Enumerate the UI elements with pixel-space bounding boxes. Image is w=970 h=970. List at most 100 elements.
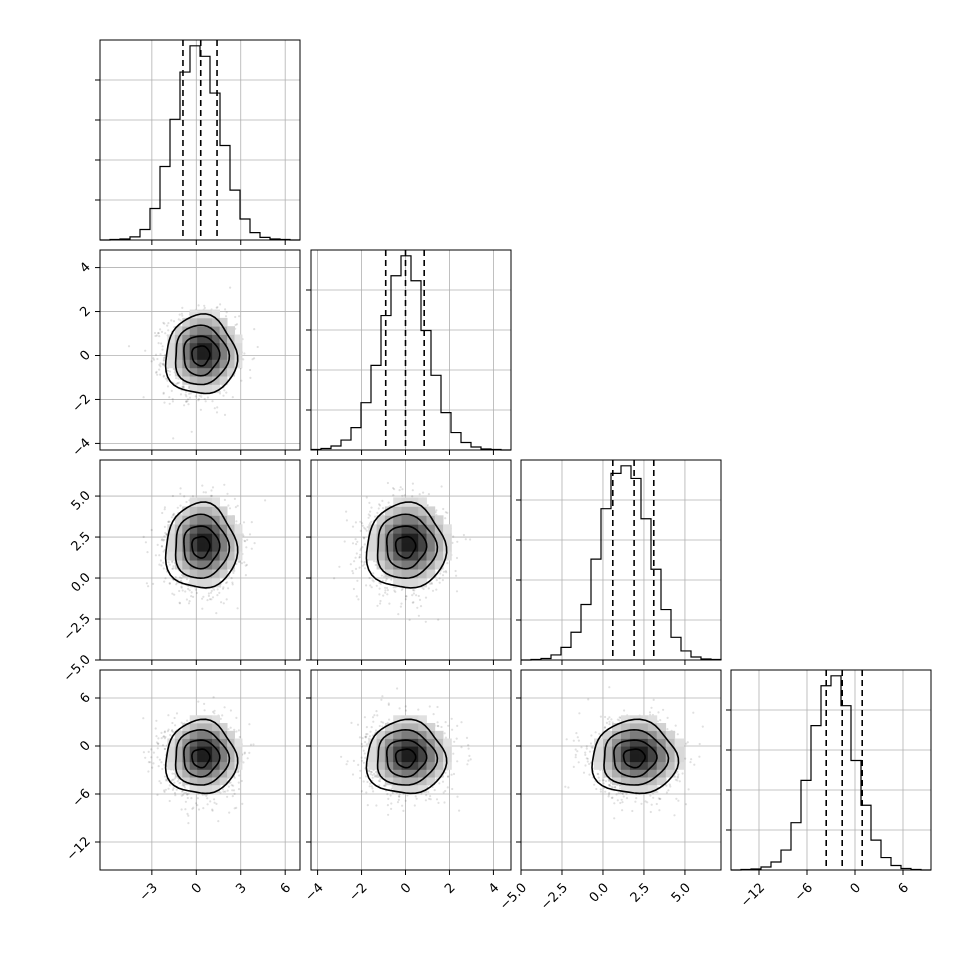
scatter-point — [441, 574, 445, 577]
density-cell — [401, 551, 411, 561]
density-cell — [212, 560, 220, 570]
density-cell — [204, 777, 213, 786]
density-cell — [182, 730, 191, 739]
density-cell — [167, 542, 176, 552]
scatter-point — [364, 756, 367, 759]
scatter-point — [202, 595, 205, 598]
density-cell — [182, 515, 191, 525]
density-cell — [393, 569, 402, 579]
scatter-point — [411, 482, 414, 485]
scatter-point — [157, 742, 160, 745]
scatter-point — [184, 590, 187, 593]
scatter-point — [175, 377, 178, 380]
scatter-point — [386, 793, 389, 796]
density-cell — [401, 578, 411, 588]
scatter-point — [186, 398, 190, 401]
scatter-point — [360, 790, 363, 793]
scatter-point — [444, 570, 447, 573]
scatter-point — [173, 791, 177, 795]
scatter-point — [452, 772, 456, 776]
scatter-point — [248, 533, 252, 536]
scatter-point — [668, 783, 671, 786]
density-cell — [409, 569, 419, 579]
density-cell — [656, 723, 667, 732]
scatter-point — [216, 406, 219, 409]
density-cell — [234, 359, 243, 369]
density-cell — [204, 761, 213, 770]
scatter-point — [176, 506, 179, 509]
scatter-point — [183, 786, 186, 789]
scatter-point — [155, 371, 158, 374]
contour-line-3 — [164, 718, 239, 795]
density-cell — [197, 524, 206, 534]
scatter-point — [451, 728, 454, 731]
scatter-point — [440, 725, 443, 729]
scatter-point — [388, 718, 391, 721]
scatter-point — [389, 794, 392, 797]
scatter-point — [162, 391, 165, 394]
density-cell — [174, 359, 183, 369]
scatter-point — [396, 801, 400, 804]
density-cell — [212, 578, 220, 588]
density-cell — [212, 769, 220, 778]
scatter-point — [157, 742, 160, 745]
y-tick-label: 5.0 — [69, 488, 94, 513]
scatter-point — [417, 614, 420, 617]
density-cell — [443, 542, 452, 552]
scatter-point — [351, 569, 354, 573]
scatter-point — [701, 725, 704, 728]
scatter-point — [594, 731, 597, 734]
scatter-point — [403, 494, 406, 497]
density-cell — [426, 551, 436, 561]
density-cell — [212, 309, 220, 319]
scatter-point — [167, 329, 170, 332]
scatter-point — [442, 570, 445, 573]
scatter-point — [676, 779, 679, 782]
scatter-point — [368, 576, 371, 580]
density-cell — [426, 506, 436, 516]
scatter-point — [356, 579, 359, 582]
density-cell — [393, 533, 402, 543]
scatter-point — [253, 328, 256, 331]
density-cell — [197, 746, 206, 755]
scatter-point — [171, 514, 174, 517]
scatter-point — [158, 554, 161, 557]
scatter-point — [340, 755, 343, 758]
density-cell — [197, 359, 206, 369]
scatter-point — [242, 358, 245, 361]
scatter-point — [572, 739, 575, 742]
scatter-point — [187, 814, 190, 817]
scatter-point — [692, 711, 695, 714]
density-cell — [189, 730, 198, 739]
scatter-point — [593, 783, 596, 786]
x-tick-label: 6 — [896, 880, 912, 896]
scatter-point — [388, 602, 391, 605]
scatter-point — [240, 562, 244, 565]
scatter-point — [206, 803, 209, 806]
scatter-point — [428, 797, 431, 800]
scatter-point — [229, 286, 232, 289]
scatter-point — [676, 733, 679, 736]
scatter-point — [142, 717, 145, 720]
density-cell — [212, 533, 220, 543]
scatter-point — [185, 578, 189, 581]
scatter-point — [156, 793, 159, 796]
scatter-point — [431, 589, 435, 592]
scatter-point — [182, 784, 185, 787]
scatter-point — [372, 790, 375, 793]
scatter-point — [178, 601, 181, 604]
density-cell — [174, 754, 183, 763]
scatter-point — [187, 792, 190, 795]
scatter-point — [368, 735, 372, 738]
scatter-point — [215, 802, 218, 805]
density-cell — [227, 359, 235, 369]
scatter-point — [224, 315, 228, 318]
scatter-point — [363, 526, 366, 529]
scatter-point — [173, 716, 176, 720]
scatter-point — [572, 765, 575, 768]
scatter-point — [207, 592, 210, 595]
scatter-point — [352, 587, 355, 591]
scatter-point — [419, 605, 423, 608]
scatter-point — [221, 788, 225, 791]
scatter-point — [378, 784, 381, 787]
